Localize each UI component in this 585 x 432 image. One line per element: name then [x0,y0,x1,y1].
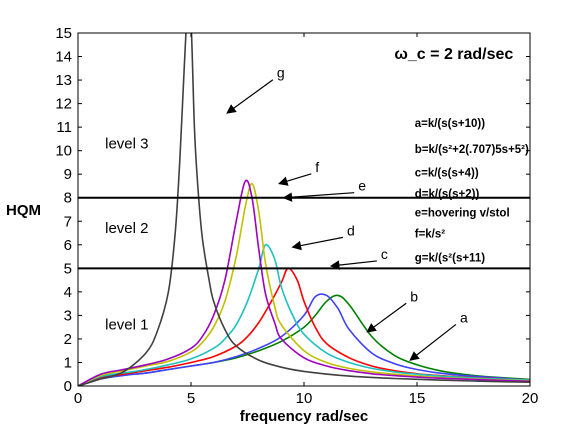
curve-label-d: d [347,222,355,238]
y-tick-label: 9 [64,166,72,183]
definition-f: f=k/s² [415,229,446,241]
y-axis-label: HQM [6,202,41,219]
y-tick-label: 13 [55,72,72,89]
x-tick-label: 15 [409,390,426,407]
definition-a: a=k/(s(s+10)) [415,118,485,130]
series-line-c [78,267,530,386]
y-tick-label: 6 [64,237,72,254]
x-tick-label: 10 [296,390,313,407]
level-label: level 1 [105,317,148,334]
y-tick-label: 1 [64,354,72,371]
curve-label-b: b [410,288,418,304]
curve-arrow-e [282,192,355,202]
series-layer [78,33,530,386]
definition-g: g=k/(s²(s+11) [415,252,485,264]
y-tick-label: 8 [64,190,72,207]
y-tick-label: 12 [55,96,72,113]
y-tick-label: 15 [55,25,72,42]
series-line-g [78,33,530,386]
x-tick-label: 20 [522,390,539,407]
series-line-d [78,243,530,386]
threshold-layer [78,196,530,270]
definition-d: d=k/(s(s+2)) [415,189,480,201]
curve-label-a: a [460,309,468,325]
x-axis-label: frequency rad/sec [240,408,368,425]
definition-e: e=hovering v/stol [415,208,510,220]
level-label: level 3 [105,135,148,152]
y-tick-label: 5 [64,260,72,277]
definition-c: c=k/(s(s+4)) [415,168,479,180]
curve-arrow-b [366,302,407,333]
curve-label-c: c [381,246,388,262]
y-tick-label: 7 [64,213,72,230]
curve-arrow-c [329,260,377,270]
series-line-e [78,182,530,386]
curve-arrow-f [277,173,312,186]
y-tick-label: 10 [55,143,72,160]
curve-label-e: e [358,178,366,194]
curve-arrow-a [409,323,457,361]
level-label: level 2 [105,220,148,237]
series-line-f [78,179,530,386]
y-tick-label: 4 [64,284,72,301]
y-tick-label: 0 [64,378,72,395]
omega-header: ω_c = 2 rad/sec [394,46,513,63]
y-tick-label: 2 [64,331,72,348]
curve-label-f: f [315,159,319,175]
x-tick-label: 5 [187,390,195,407]
curve-arrow-d [291,236,344,251]
y-tick-label: 14 [55,49,72,66]
definition-b: b=k/(s²+2(.707)5s+5²) [415,144,529,156]
curve-arrow-g [226,79,274,114]
x-tick-label: 0 [74,390,82,407]
curve-label-g: g [277,65,285,81]
y-tick-label: 11 [56,119,72,136]
y-tick-label: 3 [64,307,72,324]
annotation-layer: level 1 level 2 level 3 ω_c = 2 rad/sec a=k/… [105,46,529,361]
series-line-b [78,293,530,386]
